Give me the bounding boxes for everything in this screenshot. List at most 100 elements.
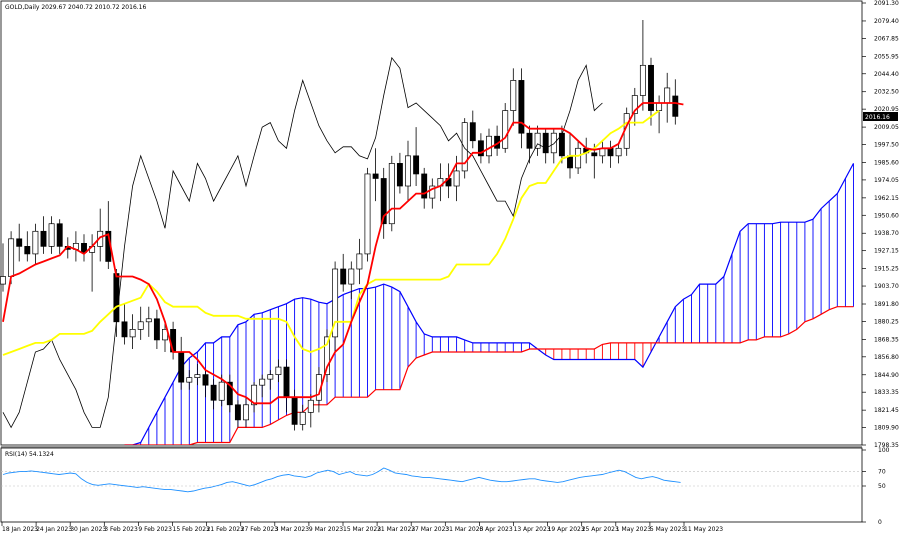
- candle: [299, 404, 306, 431]
- price-tick-label: 1997.50: [874, 142, 899, 149]
- candle-body-down: [526, 132, 533, 149]
- price-axis: 2091.30 2079.40 2067.85 2055.95 2044.40 2032.…: [862, 0, 899, 449]
- candle: [243, 397, 249, 428]
- date-tick-label: 19 Apr 2023: [548, 526, 585, 533]
- candle: [16, 223, 23, 262]
- price-tick-label: 2055.95: [874, 53, 899, 60]
- candle: [186, 370, 193, 390]
- candle-body-down: [40, 230, 47, 247]
- rsi-panel: 100 70 50 0 RSI(14) 54.1324: [0, 447, 890, 526]
- candle: [234, 400, 241, 428]
- date-tick-label: 18 Jan 2023: [2, 526, 38, 533]
- candle: [56, 219, 63, 254]
- price-tick-label: 2032.50: [874, 89, 899, 96]
- candle-body-up: [251, 384, 258, 406]
- price-badge-box: [863, 112, 898, 121]
- date-tick-label: 21 Feb 2023: [207, 526, 245, 533]
- candle-body-up: [356, 253, 363, 270]
- candle: [372, 148, 379, 202]
- date-tick-label: 9 Mar 2023: [309, 526, 343, 533]
- candle-body-up: [218, 381, 225, 401]
- candle: [97, 208, 104, 262]
- candle-body-up: [332, 268, 339, 338]
- rsi-header: RSI(14) 54.1324: [5, 451, 54, 458]
- candle-body-up: [48, 223, 55, 247]
- date-tick-label: 3 Mar 2023: [275, 526, 309, 533]
- candle-body-up: [97, 230, 104, 247]
- candle: [477, 133, 484, 164]
- rsi-tick-label: 100: [878, 447, 890, 454]
- candle: [121, 303, 128, 345]
- candle: [526, 125, 533, 164]
- candle-body-down: [542, 132, 549, 154]
- candle-body-down: [210, 384, 217, 401]
- candle-body-down: [153, 318, 160, 341]
- candle-body-up: [550, 132, 557, 154]
- date-tick-label: 27 Mar 2023: [411, 526, 449, 533]
- candle-body-up: [8, 238, 15, 277]
- ichimoku-lines: [2, 56, 684, 429]
- candle-body-down: [178, 351, 185, 383]
- candle-body-up: [388, 163, 395, 225]
- date-tick-label: 21 Mar 2023: [377, 526, 415, 533]
- candle-body-up: [348, 268, 355, 285]
- price-tick-label: 1891.80: [874, 301, 899, 308]
- candle: [0, 243, 6, 292]
- kijun-sen: [2, 109, 660, 356]
- candle: [639, 20, 646, 111]
- rsi-tick-label: 50: [878, 483, 886, 490]
- candle: [267, 370, 274, 390]
- candle-body-down: [202, 374, 209, 386]
- price-tick-label: 1938.70: [874, 230, 899, 237]
- price-tick-label: 1844.90: [874, 372, 899, 379]
- candle-body-up: [664, 87, 671, 104]
- candle: [307, 394, 314, 428]
- candle: [145, 306, 152, 337]
- candle-body-down: [469, 122, 476, 142]
- candle-body-down: [121, 321, 128, 338]
- price-tick-label: 2020.95: [874, 106, 899, 113]
- price-tick-label: 1880.25: [874, 318, 899, 325]
- candle-body-down: [672, 95, 679, 117]
- candle-body-up: [299, 411, 306, 425]
- candle-body-down: [591, 152, 598, 157]
- price-badge: 2016.16: [863, 112, 898, 121]
- price-tick-label: 2067.85: [874, 35, 899, 42]
- candle: [129, 314, 136, 349]
- candle: [631, 87, 638, 126]
- candle: [672, 79, 679, 125]
- candle: [615, 143, 622, 164]
- candle-body-down: [567, 155, 573, 169]
- candle: [364, 167, 371, 262]
- price-tick-label: 2091.30: [874, 0, 899, 7]
- rsi-levels: [1, 471, 862, 487]
- rsi-series: [2, 467, 681, 493]
- rsi-tick-label: 0: [878, 519, 882, 526]
- candle-body-down: [291, 396, 298, 425]
- candle: [324, 329, 330, 383]
- candle: [421, 167, 428, 209]
- date-tick-label: 25 Apr 2023: [582, 526, 619, 533]
- candle-body-up: [243, 404, 249, 421]
- date-tick-label: 15 Mar 2023: [343, 526, 381, 533]
- candle: [32, 223, 39, 265]
- candle: [518, 68, 525, 149]
- candle-body-up: [656, 102, 663, 111]
- candle: [24, 231, 31, 262]
- candle: [405, 140, 411, 202]
- candle-body-down: [113, 273, 120, 323]
- candle-body-down: [283, 366, 290, 398]
- candle: [356, 238, 363, 285]
- date-tick-label: 24 Jan 2023: [36, 526, 72, 533]
- candle-body-up: [275, 366, 282, 375]
- candle-body-up: [486, 135, 492, 157]
- date-tick-label: 9 Feb 2023: [138, 526, 172, 533]
- candle: [251, 382, 258, 413]
- candle: [40, 216, 47, 254]
- candle: [210, 379, 217, 410]
- price-tick-label: 1974.05: [874, 177, 899, 184]
- candle-body-up: [0, 276, 6, 285]
- candle-body-down: [16, 238, 23, 247]
